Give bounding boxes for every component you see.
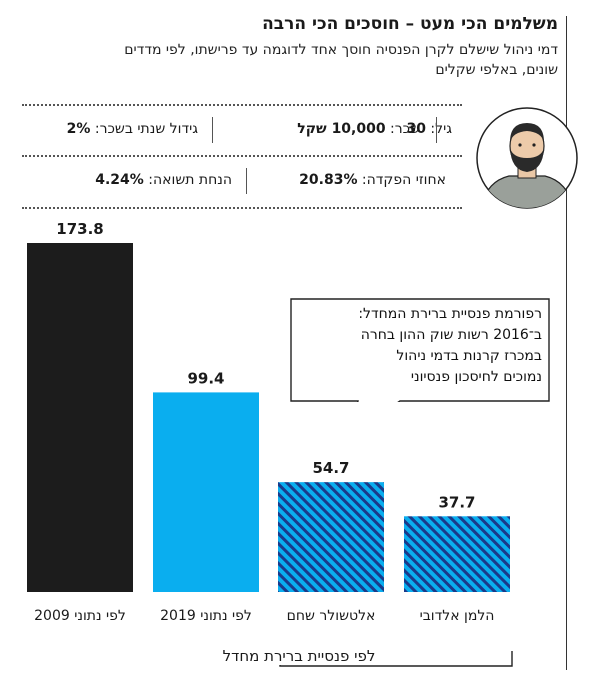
age-label: גיל: xyxy=(430,121,452,137)
bar-altshuler-shaham xyxy=(278,482,384,592)
return-value: 4.24% xyxy=(95,172,144,188)
age-value: 30 xyxy=(406,121,426,137)
info-separator xyxy=(212,117,213,143)
bar-2019 xyxy=(153,392,259,592)
callout-line: במכרז קרנות בדמי ניהול xyxy=(396,348,542,364)
age-info: גיל: 30 xyxy=(406,121,452,137)
callout-line: נמוכים לחיסכון פנסיוני xyxy=(410,369,542,385)
saver-avatar-icon xyxy=(476,107,578,209)
value-label-altshuler-shaham: 54.7 xyxy=(312,459,349,477)
callout-text: רפורמת פנסיית ברירת המחדל: ב־2016 רשות ש… xyxy=(292,304,542,388)
callout-line: ב־2016 רשות שוק ההון בחרה xyxy=(360,327,542,343)
callout-line: רפורמת פנסיית ברירת המחדל: xyxy=(358,306,542,322)
salary-label: שכר: xyxy=(390,121,420,137)
deposit-label: אחוזי הפקדה: xyxy=(361,172,446,188)
bar-halman-aldubi xyxy=(404,516,510,592)
info-separator xyxy=(436,117,437,143)
category-label-2009: לפי נתוני 2009 xyxy=(34,608,126,624)
salary-growth-label: גידול שנתי בשכר: xyxy=(94,121,198,137)
salary-growth-info: גידול שנתי בשכר: 2% xyxy=(67,121,198,137)
value-label-halman-aldubi: 37.7 xyxy=(438,493,475,511)
deposit-info: אחוזי הפקדה: 20.83% xyxy=(299,172,446,188)
bar-2009 xyxy=(27,243,133,592)
salary-value: 10,000 שקל xyxy=(297,121,386,137)
return-info: הנחת תשואה: 4.24% xyxy=(95,172,232,188)
chart-subtitle: דמי ניהול שישלם לקרן הפנסיה חוסך אחד לדו… xyxy=(124,42,558,78)
deposit-value: 20.83% xyxy=(299,172,358,188)
right-divider-line xyxy=(566,16,567,670)
category-label-halman-aldubi: הלמן אלדובי xyxy=(420,608,495,624)
info-top-divider xyxy=(22,104,462,106)
return-label: הנחת תשואה: xyxy=(148,172,232,188)
chart-title: משלמים הכי מעט – חוסכים הכי הרבה xyxy=(262,14,558,34)
default-fund-bracket xyxy=(279,651,513,667)
category-label-altshuler-shaham: אלטשולר שחם xyxy=(287,608,376,624)
salary-info: שכר: 10,000 שקל xyxy=(297,121,420,137)
info-middle-divider xyxy=(22,155,462,157)
value-label-2009: 173.8 xyxy=(56,220,103,238)
callout-bubble xyxy=(290,298,550,402)
value-label-2019: 99.4 xyxy=(187,369,224,387)
info-bottom-divider xyxy=(22,207,462,209)
salary-growth-value: 2% xyxy=(66,121,91,137)
info-separator xyxy=(246,168,247,194)
category-label-2019: לפי נתוני 2019 xyxy=(160,608,252,624)
